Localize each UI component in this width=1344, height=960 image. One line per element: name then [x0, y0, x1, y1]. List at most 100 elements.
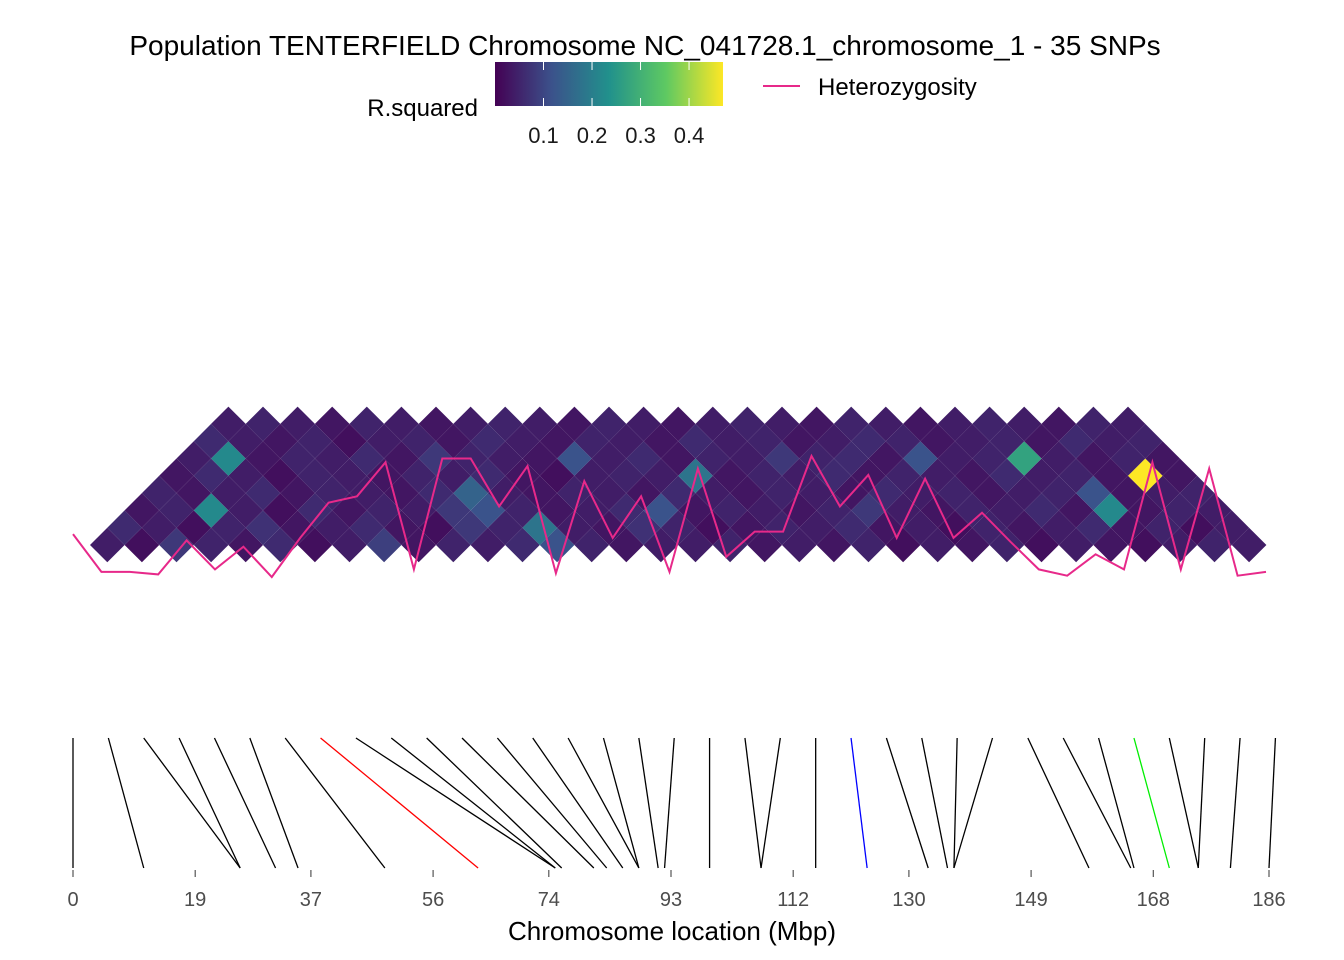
ld-cell	[453, 510, 488, 545]
ld-cell	[678, 423, 713, 459]
snp-line	[426, 737, 563, 869]
ld-cell	[799, 406, 834, 442]
ld-cell	[609, 493, 644, 528]
ld-cell	[609, 458, 644, 494]
snp-line	[1027, 737, 1090, 869]
x-axis-title: Chromosome location (Mbp)	[508, 916, 836, 946]
ld-cell	[505, 493, 540, 528]
ld-cell	[799, 510, 834, 545]
snp-line	[1097, 737, 1135, 869]
ld-cell	[1197, 527, 1232, 563]
snp-line	[638, 737, 659, 869]
ld-cell	[1231, 527, 1267, 563]
snp-line	[143, 737, 241, 869]
snp-line	[602, 737, 640, 869]
ld-cell	[920, 423, 955, 459]
ld-cell	[487, 406, 523, 442]
snp-line	[107, 737, 145, 869]
snp-line	[390, 737, 556, 869]
ld-cell	[1041, 510, 1077, 545]
ld-cell	[868, 510, 904, 545]
ld-cell	[609, 423, 644, 459]
ld-cell	[1058, 423, 1094, 459]
ld-cell	[314, 406, 350, 442]
ld-cell	[747, 493, 782, 528]
ld-cell	[782, 493, 817, 528]
ld-cell	[643, 423, 679, 459]
ld-cell	[280, 510, 315, 545]
ld-cell	[920, 458, 955, 494]
ld-cell	[591, 510, 627, 545]
ld-cell	[989, 423, 1025, 459]
ld-cell	[211, 510, 246, 545]
ld-cell	[349, 510, 385, 545]
ld-cell	[418, 406, 454, 442]
x-tick-label: 0	[67, 889, 78, 911]
colorbar-tick-label: 0.4	[674, 123, 705, 148]
ld-cell	[159, 527, 194, 563]
ld-cell	[833, 406, 869, 442]
ld-cell	[1093, 527, 1128, 563]
ld-cell	[384, 406, 419, 442]
ld-cell	[159, 458, 194, 494]
colorbar	[495, 62, 723, 106]
ld-cell	[574, 493, 609, 528]
ld-cell	[245, 406, 281, 442]
ld-cell	[955, 493, 990, 528]
ld-cell	[176, 441, 212, 476]
chart-title: Population TENTERFIELD Chromosome NC_041…	[129, 30, 1160, 61]
ld-cell	[712, 423, 748, 459]
x-tick-label: 130	[892, 889, 925, 911]
ld-cell	[574, 423, 609, 459]
snp-line	[496, 737, 608, 869]
snp-line	[953, 737, 958, 869]
ld-cell	[1024, 423, 1059, 459]
ld-cell	[1110, 510, 1146, 545]
x-tick-label: 168	[1137, 889, 1170, 911]
ld-cell	[1006, 475, 1042, 511]
ld-cell	[764, 441, 800, 476]
ld-cell	[903, 510, 938, 545]
snp-line	[953, 737, 994, 869]
ld-cell	[591, 441, 627, 476]
colorbar-tick-label: 0.3	[625, 123, 656, 148]
ld-cell	[591, 475, 627, 511]
ld-cell	[159, 493, 194, 528]
ld-cell	[557, 406, 592, 442]
ld-cell	[868, 475, 904, 511]
heterozygosity-series	[72, 453, 1267, 579]
snp-line	[213, 737, 277, 869]
ld-cell	[211, 475, 246, 511]
ld-cell	[366, 423, 402, 459]
ld-cell	[851, 493, 886, 528]
ld-cell	[747, 458, 782, 494]
ld-cell	[851, 423, 886, 459]
ld-cell	[176, 475, 212, 511]
ld-cell	[1024, 527, 1059, 563]
ld-cell	[782, 423, 817, 459]
ld-cell	[263, 527, 298, 563]
colorbar-ticks: 0.1 0.2 0.3 0.4	[528, 62, 704, 148]
ld-cell	[245, 475, 281, 511]
ld-cell	[730, 510, 765, 545]
ld-cell	[626, 406, 661, 442]
ld-cell	[366, 527, 402, 563]
ld-cell	[384, 510, 419, 545]
ld-cell	[228, 458, 263, 494]
snp-line	[355, 737, 556, 869]
ld-cell	[1076, 406, 1111, 442]
ld-cell	[695, 475, 731, 511]
heterozygosity-line	[72, 453, 1267, 579]
ld-cell	[591, 406, 627, 442]
ld-cell	[332, 423, 367, 459]
ld-cell	[487, 510, 523, 545]
ld-cell	[1110, 475, 1146, 511]
snp-line	[1197, 737, 1206, 869]
ld-cell	[141, 475, 177, 511]
x-tick-label: 112	[777, 889, 809, 911]
ld-cell	[522, 441, 558, 476]
ld-cell	[851, 527, 886, 563]
snp-line	[1268, 737, 1277, 869]
ld-cell	[660, 441, 696, 476]
